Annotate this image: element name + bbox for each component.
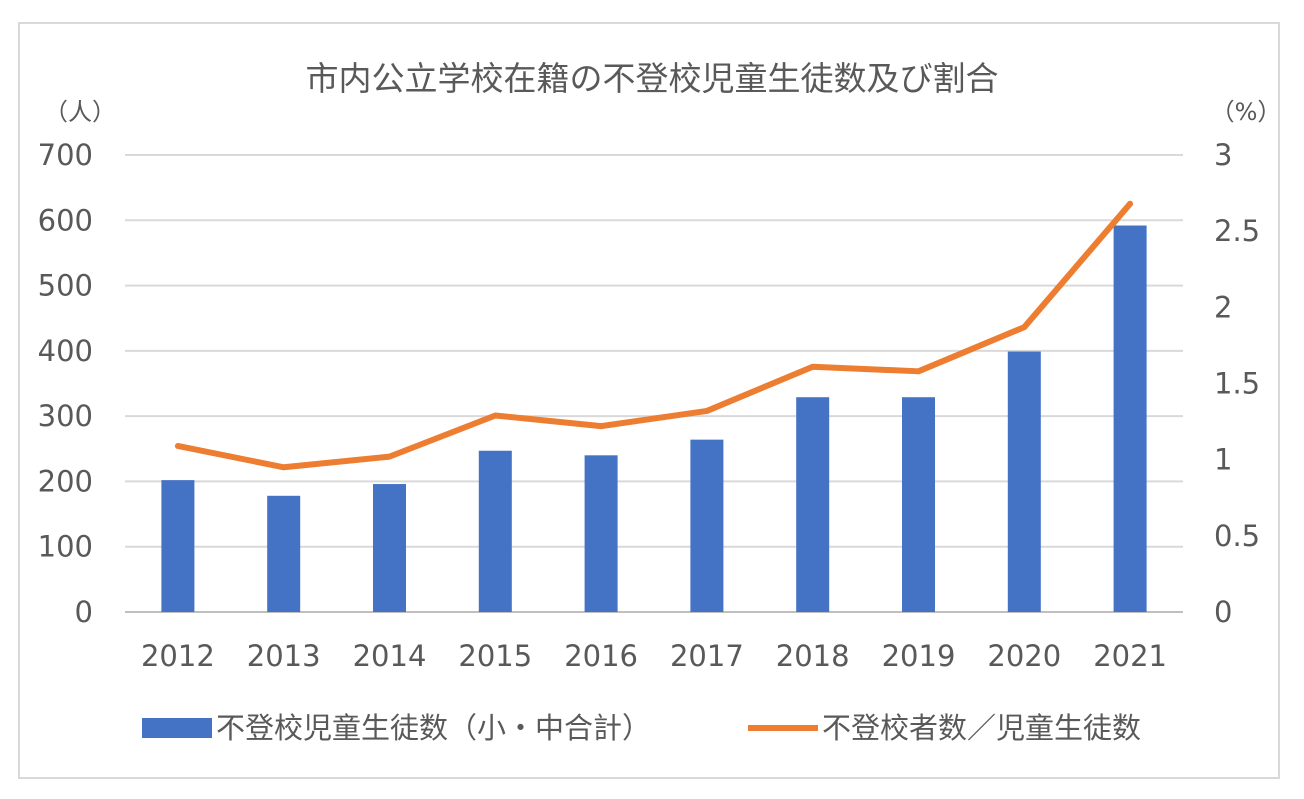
- x-tick-label: 2014: [353, 639, 427, 673]
- x-tick-label: 2015: [458, 639, 532, 673]
- right-tick-label: 0.5: [1214, 519, 1260, 553]
- chart-title: 市内公立学校在籍の不登校児童生徒数及び割合: [306, 59, 999, 98]
- bar: [267, 495, 301, 612]
- left-tick-label: 300: [38, 399, 93, 433]
- bar: [690, 439, 724, 612]
- x-tick-label: 2021: [1093, 639, 1167, 673]
- legend: 不登校児童生徒数（小・中合計） 不登校者数／児童生徒数: [142, 711, 1141, 745]
- gridlines: [125, 154, 1183, 613]
- x-tick-label: 2020: [987, 639, 1061, 673]
- x-tick-label: 2019: [882, 639, 956, 673]
- bar: [161, 480, 195, 612]
- bar: [796, 397, 830, 612]
- right-tick-label: 2: [1214, 290, 1232, 324]
- right-axis-unit: （%）: [1211, 98, 1282, 126]
- ratio-line: [174, 200, 1134, 471]
- bar: [584, 455, 618, 612]
- left-tick-label: 200: [38, 464, 93, 498]
- bar: [478, 450, 512, 612]
- left-tick-label: 600: [38, 203, 93, 237]
- left-tick-label: 0: [75, 595, 93, 629]
- bar: [1007, 351, 1041, 612]
- bar: [373, 484, 406, 612]
- right-tick-label: 3: [1214, 138, 1232, 172]
- right-tick-label: 0: [1214, 595, 1232, 629]
- right-tick-label: 1: [1214, 443, 1232, 477]
- right-tick-label: 2.5: [1214, 214, 1260, 248]
- bar-series: [161, 225, 1147, 612]
- left-tick-label: 500: [38, 269, 93, 303]
- chart-frame: [18, 22, 1280, 779]
- left-tick-label: 100: [38, 530, 93, 564]
- left-tick-label: 400: [38, 334, 93, 368]
- bar: [1113, 225, 1147, 612]
- left-axis-unit: （人）: [44, 98, 116, 126]
- left-tick-label: 700: [38, 138, 93, 172]
- x-tick-label: 2013: [247, 639, 321, 673]
- x-tick-label: 2016: [564, 639, 638, 673]
- legend-line-label: 不登校者数／児童生徒数: [822, 711, 1141, 745]
- right-axis-ticks: 0 0.5 1 1.5 2 2.5 3: [1214, 138, 1260, 629]
- line-series: [174, 200, 1134, 471]
- x-axis-ticks: 2012 2013 2014 2015 2016 2017 2018 2019 2020 2021: [141, 639, 1167, 673]
- left-axis-ticks: 0 100 200 300 400 500 600 700: [38, 138, 93, 629]
- x-tick-label: 2017: [670, 639, 744, 673]
- x-tick-label: 2012: [141, 639, 215, 673]
- legend-bar-label: 不登校児童生徒数（小・中合計）: [216, 711, 651, 745]
- legend-bar-swatch: [142, 718, 212, 738]
- right-tick-label: 1.5: [1214, 367, 1260, 401]
- bar: [902, 397, 935, 612]
- x-tick-label: 2018: [776, 639, 850, 673]
